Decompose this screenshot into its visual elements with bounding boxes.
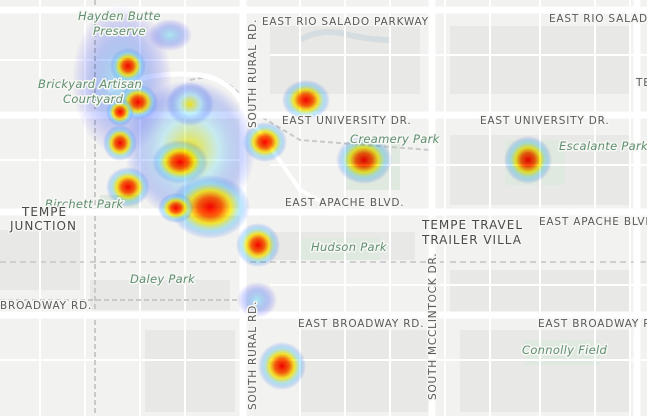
heat-spot <box>158 193 194 223</box>
heat-spot <box>106 98 134 126</box>
heat-spot <box>336 136 392 184</box>
street-label: EAST RIO SALADO PARKWAY <box>262 16 429 28</box>
park-label: Brickyard Artisan <box>38 77 142 91</box>
heat-spot <box>103 125 137 161</box>
park-label: Hayden Butte <box>78 9 161 23</box>
park-label: Escalante Park <box>559 139 647 153</box>
street-label: TE <box>635 77 647 89</box>
heat-spot <box>258 342 306 390</box>
heat-spot <box>170 175 250 239</box>
heat-spot <box>152 140 208 184</box>
place-label: TRAILER VILLA <box>421 233 522 247</box>
heat-spot <box>110 48 146 84</box>
place-labels: TEMPE JUNCTION TEMPE TRAVEL TRAILER VILL… <box>8 204 524 249</box>
street-label: EAST APACHE BLVD. <box>285 197 404 209</box>
place-label: TEMPE TRAVEL <box>421 218 523 232</box>
park-label: Birchett Park <box>45 197 124 211</box>
street-label: EAST UNIVERSITY DR. <box>480 115 609 127</box>
street-label: SOUTH RURAL RD. <box>247 19 259 128</box>
heat-spot <box>282 80 330 120</box>
heat-spot <box>236 223 280 267</box>
street-labels: EAST RIO SALADO PARKWAY EAST RIO SALADO … <box>0 12 647 412</box>
street-label: BROADWAY RD. <box>0 300 92 312</box>
heat-spot <box>106 167 150 207</box>
park-label: Hudson Park <box>311 240 388 254</box>
street-label: EAST APACHE BLVD <box>539 216 647 228</box>
street-label: EAST RIO SALADO <box>549 13 647 25</box>
street-label: EAST BROADWAY RD. <box>538 318 647 330</box>
heat-spot <box>504 136 552 184</box>
park-labels: Hayden Butte Preserve Brickyard Artisan … <box>37 8 647 359</box>
heat-spot <box>243 122 287 162</box>
heatmap-layer <box>72 5 552 390</box>
heat-spot <box>166 82 214 126</box>
park-label: Connolly Field <box>522 343 608 357</box>
park-label: Daley Park <box>130 272 196 286</box>
street-label: SOUTH RURAL RD. <box>247 301 259 410</box>
park-label: Preserve <box>93 24 146 38</box>
park-label: Courtyard <box>63 92 124 106</box>
heat-spot <box>237 282 277 318</box>
street-label: SOUTH MCCLINTOCK DR. <box>427 253 439 400</box>
street-label: EAST UNIVERSITY DR. <box>282 115 411 127</box>
park-label: Creamery Park <box>350 132 441 146</box>
street-label: EAST BROADWAY RD. <box>298 318 424 330</box>
place-label: TEMPE <box>21 205 67 219</box>
place-label: JUNCTION <box>9 219 77 233</box>
